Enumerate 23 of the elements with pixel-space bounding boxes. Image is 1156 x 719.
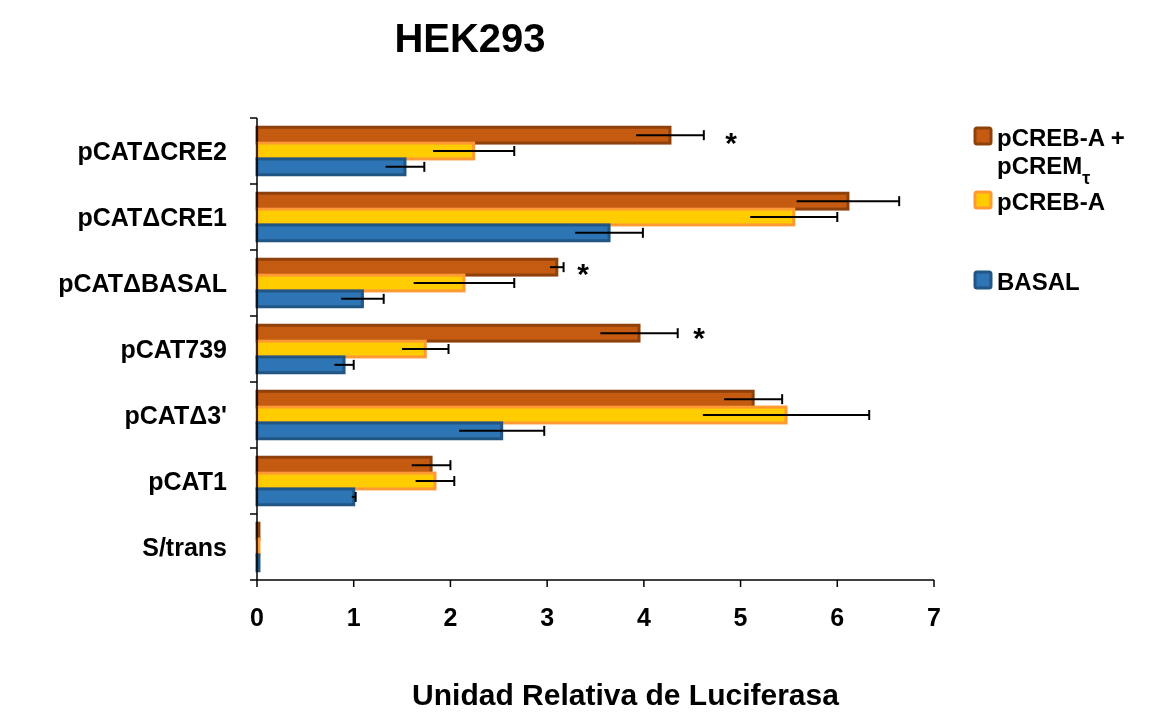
y-tick-label: S/trans — [142, 533, 227, 561]
x-tick-label: 7 — [927, 603, 941, 631]
x-tick-label: 3 — [540, 603, 555, 631]
x-tick-label: 5 — [733, 603, 748, 631]
y-tick-label: pCATΔ3' — [124, 401, 227, 429]
x-tick-label: 6 — [830, 603, 845, 631]
annotation: * — [693, 321, 706, 354]
y-tick-label: pCATΔCRE1 — [77, 203, 228, 231]
y-tick-label: pCATΔBASAL — [58, 269, 227, 297]
legend-label: BASAL — [997, 268, 1080, 295]
x-tick-label: 0 — [250, 603, 264, 631]
y-tick-label: pCATΔCRE2 — [77, 137, 227, 165]
y-tick-label: pCAT1 — [148, 467, 228, 495]
legend-label: pCREB-A — [997, 188, 1105, 215]
chart-title: HEK293 — [394, 16, 546, 60]
x-tick-label: 1 — [346, 603, 361, 631]
annotation: * — [577, 257, 590, 290]
x-tick-label: 2 — [443, 603, 458, 631]
annotation: * — [725, 126, 738, 159]
legend-label: pCREB-A + pCREM$_{τ}$ — [997, 124, 1125, 188]
x-axis-title: Unidad Relativa de Luciferasa — [412, 678, 840, 711]
x-tick-label: 4 — [636, 603, 651, 631]
y-tick-label: pCAT739 — [120, 335, 227, 363]
